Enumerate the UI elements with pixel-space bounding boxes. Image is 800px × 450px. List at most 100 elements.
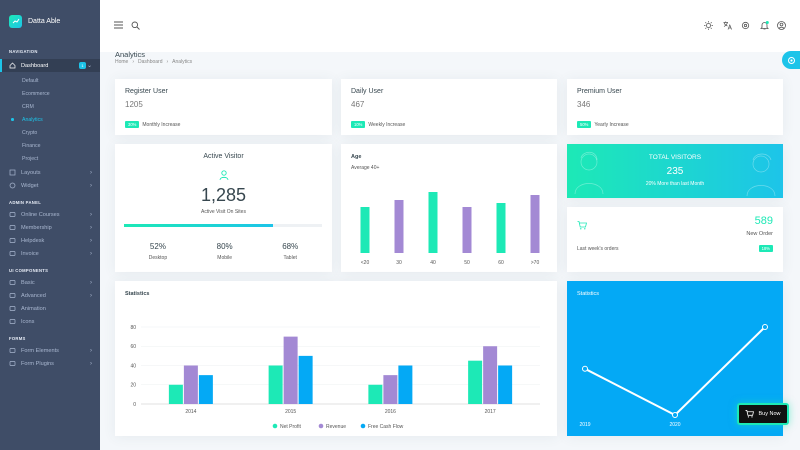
brand[interactable]: Datta Able xyxy=(0,0,100,42)
sidebar-item-advanced[interactable]: Advanced › xyxy=(0,289,100,302)
age-bar-chart: <20 30 40 50 60 >70 xyxy=(360,192,540,266)
sidebar-subitem-project[interactable]: Project xyxy=(22,155,39,162)
card-title: Daily User xyxy=(351,88,384,95)
sidebar-item-form-elements[interactable]: Form Elements › xyxy=(0,344,100,357)
breadcrumb-home[interactable]: Home xyxy=(115,59,129,65)
progress-fill xyxy=(124,224,273,227)
y-tick-label: 80 xyxy=(130,325,136,331)
bar-free-cash-flow xyxy=(298,355,313,404)
customizer-settings-button[interactable] xyxy=(782,51,800,69)
stat-value: 467 xyxy=(351,100,365,109)
stat-badge: 30% xyxy=(125,121,140,128)
sidebar-item-label: Advanced xyxy=(21,292,46,299)
sidebar-item-icons[interactable]: Icons xyxy=(0,315,100,328)
sidebar-item-helpdesk[interactable]: Helpdesk › xyxy=(0,234,100,247)
notification-bell-icon[interactable] xyxy=(759,20,769,30)
sidebar-item-online-courses[interactable]: Online Courses › xyxy=(0,208,100,221)
card-title: Register User xyxy=(125,88,168,95)
ui-menu: Basic › Advanced › Animation Icons xyxy=(0,276,100,328)
search-icon[interactable] xyxy=(130,20,140,30)
top-header xyxy=(100,0,800,52)
sidebar-item-form-plugins[interactable]: Form Plugins › xyxy=(0,357,100,370)
legend-label[interactable]: Revenue xyxy=(326,424,346,430)
device-value: 80% xyxy=(216,242,233,251)
premium-user-card: Premium User 346 50% Yearly Increase xyxy=(567,79,783,135)
user-profile-icon[interactable] xyxy=(776,20,786,30)
order-badge: 18% xyxy=(758,245,773,252)
sidebar-item-label: Dashboard xyxy=(21,62,49,69)
chevron-down-icon: ⌄ xyxy=(86,63,92,69)
y-tick-label: 40 xyxy=(130,363,136,369)
sidebar-subitem-analytics[interactable]: Analytics xyxy=(0,113,100,126)
sidebar-subitem-crypto[interactable]: Crypto xyxy=(22,129,38,136)
buy-now-button[interactable]: Buy Now xyxy=(737,403,789,425)
sidebar-item-basic[interactable]: Basic › xyxy=(0,276,100,289)
statistics-bar-chart: 0 20 40 60 80 2014 2015 2016 2017 Net Profit Reven… xyxy=(130,325,540,430)
device-tablet: 68% Tablet xyxy=(282,242,298,261)
daily-user-card: Daily User 467 10% Weekly Increase xyxy=(341,79,557,135)
sidebar-subitem-default[interactable]: Default xyxy=(22,77,39,84)
bar-net-profit xyxy=(168,384,183,404)
bar-free-cash-flow xyxy=(198,375,213,404)
decorative-people-illustration xyxy=(574,151,776,197)
language-icon[interactable] xyxy=(722,20,732,30)
orders-card: 589 New Order Last week's orders 18% xyxy=(567,207,783,272)
home-icon xyxy=(9,62,16,69)
x-tick-label: 2019 xyxy=(579,422,590,428)
card-title: Statistics xyxy=(577,291,600,297)
breadcrumb-dashboard[interactable]: Dashboard xyxy=(138,59,163,65)
brand-name: Datta Able xyxy=(28,17,61,25)
chevron-right-icon: › xyxy=(90,360,92,367)
age-chart-card: Age Average 40+ <20 30 40 50 60 >70 xyxy=(341,144,557,272)
help-icon xyxy=(9,237,16,244)
age-bar-1 xyxy=(394,200,404,253)
breadcrumb-separator: › xyxy=(166,59,169,65)
sidebar: Datta Able NAVIGATION Dashboard 1 ⌄ Defa… xyxy=(0,0,100,450)
sidebar-subitem-finance[interactable]: Finance xyxy=(22,142,41,149)
y-tick-label: 60 xyxy=(130,344,136,350)
legend-swatch xyxy=(272,423,278,429)
stat-value: 1205 xyxy=(125,100,143,109)
layers-icon xyxy=(9,292,16,299)
menu-icon[interactable] xyxy=(113,20,123,30)
sidebar-item-label: Helpdesk xyxy=(21,237,45,244)
users-icon xyxy=(9,224,16,231)
dashboard-submenu: Default Ecommerce CRM Analytics Crypto Financ… xyxy=(0,72,100,165)
line-point xyxy=(762,324,768,330)
sidebar-item-dashboard[interactable]: Dashboard 1 ⌄ xyxy=(0,59,100,72)
settings-cog-icon[interactable] xyxy=(740,20,750,30)
chevron-right-icon: › xyxy=(90,169,92,176)
x-tick-label: 2016 xyxy=(385,409,396,415)
bar-free-cash-flow xyxy=(398,365,413,404)
brand-logo-icon xyxy=(9,14,22,28)
age-bar-5 xyxy=(530,195,540,253)
bar-free-cash-flow xyxy=(498,365,513,404)
active-visitor-card: Active Visitor 1,285 Active Visit On Sit… xyxy=(115,144,332,272)
legend-label[interactable]: Free Cash Flow xyxy=(368,424,404,430)
sidebar-item-widget[interactable]: Widget › xyxy=(0,179,100,192)
theme-sun-icon[interactable] xyxy=(703,20,713,30)
statistics-line-chart: 2019 2020 xyxy=(579,324,768,428)
device-split: 52% Desktop 80% Mobile 68% Tablet xyxy=(124,242,323,261)
sidebar-item-layouts[interactable]: Layouts › xyxy=(0,166,100,179)
chevron-right-icon: › xyxy=(90,292,92,299)
book-icon xyxy=(9,211,16,218)
register-user-card: Register User 1205 30% Monthly Increase xyxy=(115,79,332,135)
sidebar-item-label: Icons xyxy=(21,318,35,325)
sidebar-item-membership[interactable]: Membership › xyxy=(0,221,100,234)
x-tick-label: 2020 xyxy=(669,422,680,428)
bar-net-profit xyxy=(468,360,483,404)
breadcrumb: Home › Dashboard › Analytics xyxy=(115,59,192,65)
sidebar-subitem-ecommerce[interactable]: Ecommerce xyxy=(22,90,50,97)
star-icon xyxy=(9,318,16,325)
chevron-right-icon: › xyxy=(90,347,92,354)
sidebar-subitem-crm[interactable]: CRM xyxy=(22,103,34,110)
chevron-right-icon: › xyxy=(90,237,92,244)
legend-label[interactable]: Net Profit xyxy=(280,424,301,430)
sidebar-item-invoice[interactable]: Invoice › xyxy=(0,247,100,260)
legend-swatch xyxy=(318,423,324,429)
bar-revenue xyxy=(383,375,398,404)
sidebar-item-animation[interactable]: Animation xyxy=(0,302,100,315)
film-icon xyxy=(9,305,16,312)
card-title: Statistics xyxy=(125,291,150,297)
